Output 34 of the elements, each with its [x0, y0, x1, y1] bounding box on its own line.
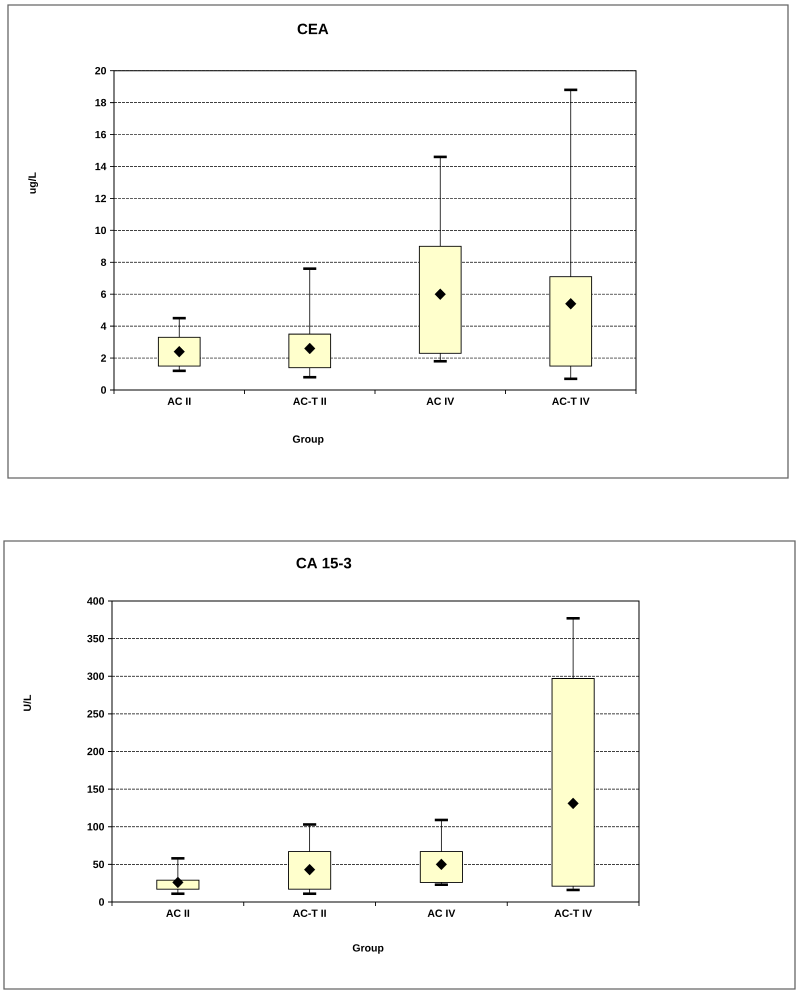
chart-title: CA 15-3 — [296, 558, 352, 568]
x-tick-label: AC-T IV — [552, 398, 590, 405]
x-tick-label: AC-T IV — [554, 910, 592, 917]
x-tick-label: AC II — [166, 910, 190, 917]
chart-title: CEA — [298, 24, 328, 34]
y-tick-label: 150 — [88, 785, 104, 793]
y-tick-label: 6 — [101, 290, 106, 298]
y-tick-label: 4 — [100, 322, 106, 330]
x-tick-label: AC-T II — [293, 398, 326, 405]
y-axis-title: U/L — [23, 694, 32, 711]
y-tick-label: 400 — [87, 597, 104, 605]
x-axis-title: Group — [352, 944, 384, 954]
y-tick-label: 100 — [88, 823, 104, 830]
x-tick-label: AC IV — [426, 398, 454, 405]
y-tick-label: 2 — [100, 354, 106, 362]
y-axis-title: ug/L — [28, 172, 38, 194]
y-tick-label: 300 — [87, 672, 104, 680]
x-tick-label: AC IV — [428, 910, 456, 917]
x-tick-label: AC-T II — [292, 910, 326, 917]
y-tick-label: 12 — [95, 194, 106, 202]
x-axis-title: Group — [292, 435, 324, 445]
y-tick-label: 50 — [93, 860, 104, 868]
x-tick-label: AC II — [168, 398, 190, 405]
y-tick-label: 10 — [95, 226, 106, 234]
y-tick-label: 0 — [99, 898, 104, 906]
y-tick-label: 350 — [87, 634, 104, 642]
y-tick-label: 18 — [95, 98, 106, 106]
y-tick-label: 16 — [95, 130, 106, 138]
y-tick-label: 14 — [95, 162, 106, 170]
y-tick-label: 250 — [87, 710, 104, 718]
y-tick-label: 20 — [95, 66, 106, 74]
y-tick-label: 200 — [87, 748, 104, 756]
y-tick-label: 8 — [100, 258, 106, 266]
y-tick-label: 0 — [101, 386, 106, 394]
